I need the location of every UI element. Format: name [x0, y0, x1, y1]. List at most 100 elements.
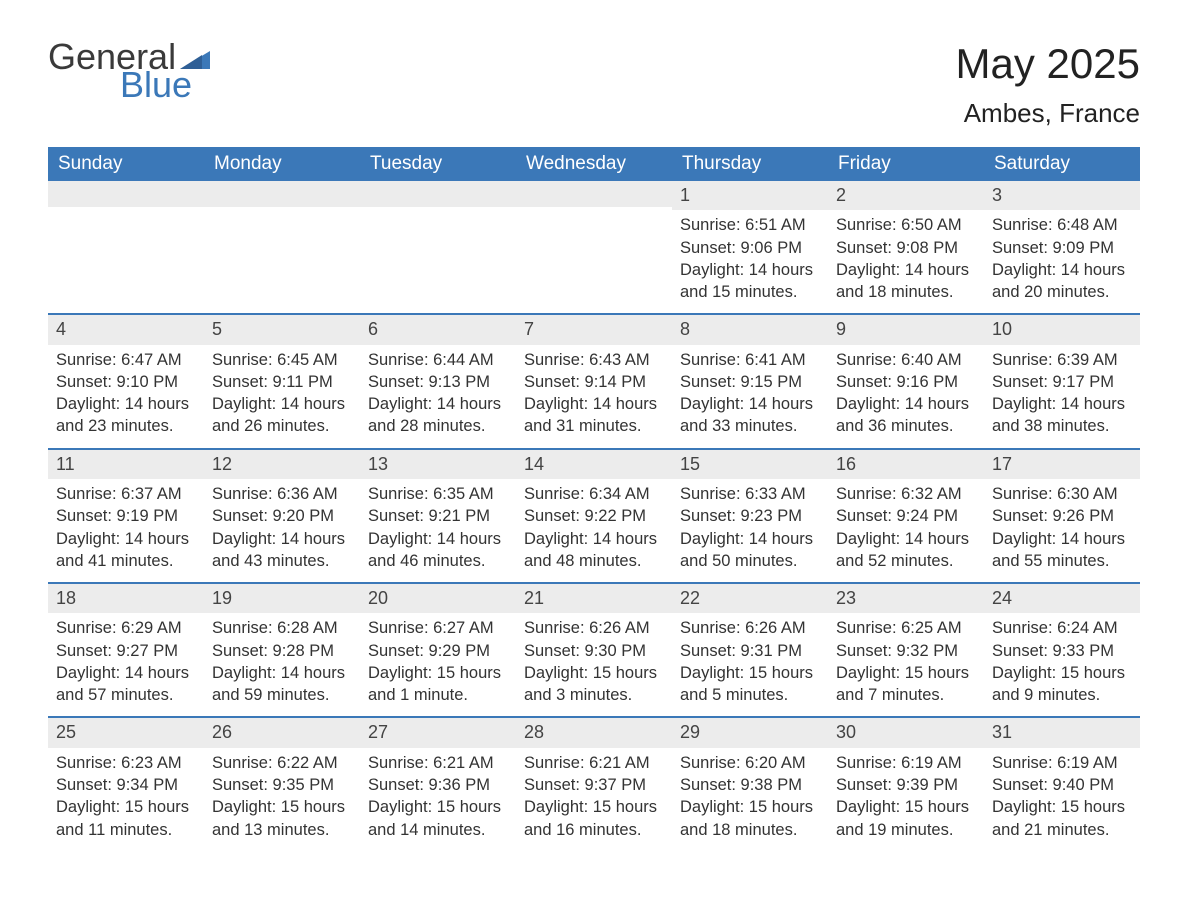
day-cell: 15Sunrise: 6:33 AMSunset: 9:23 PMDayligh… — [672, 450, 828, 582]
sunset-text: Sunset: 9:32 PM — [836, 640, 976, 662]
day-number: 4 — [48, 315, 204, 344]
sunrise-text: Sunrise: 6:19 AM — [836, 752, 976, 774]
weekday-header: Tuesday — [360, 147, 516, 181]
day-cell: 24Sunrise: 6:24 AMSunset: 9:33 PMDayligh… — [984, 584, 1140, 716]
sunrise-text: Sunrise: 6:21 AM — [368, 752, 508, 774]
day-body: Sunrise: 6:48 AMSunset: 9:09 PMDaylight:… — [984, 210, 1140, 313]
day-body: Sunrise: 6:20 AMSunset: 9:38 PMDaylight:… — [672, 748, 828, 851]
sunset-text: Sunset: 9:34 PM — [56, 774, 196, 796]
page-header: General Blue May 2025 Ambes, France — [48, 40, 1140, 129]
day-cell: 17Sunrise: 6:30 AMSunset: 9:26 PMDayligh… — [984, 450, 1140, 582]
day-cell: 2Sunrise: 6:50 AMSunset: 9:08 PMDaylight… — [828, 181, 984, 313]
day-cell — [516, 181, 672, 313]
daylight-text: Daylight: 15 hours and 13 minutes. — [212, 796, 352, 841]
sunset-text: Sunset: 9:09 PM — [992, 237, 1132, 259]
day-number: 11 — [48, 450, 204, 479]
day-cell: 12Sunrise: 6:36 AMSunset: 9:20 PMDayligh… — [204, 450, 360, 582]
day-cell: 31Sunrise: 6:19 AMSunset: 9:40 PMDayligh… — [984, 718, 1140, 850]
day-body: Sunrise: 6:50 AMSunset: 9:08 PMDaylight:… — [828, 210, 984, 313]
day-cell: 20Sunrise: 6:27 AMSunset: 9:29 PMDayligh… — [360, 584, 516, 716]
day-body: Sunrise: 6:23 AMSunset: 9:34 PMDaylight:… — [48, 748, 204, 851]
day-body: Sunrise: 6:51 AMSunset: 9:06 PMDaylight:… — [672, 210, 828, 313]
sunrise-text: Sunrise: 6:28 AM — [212, 617, 352, 639]
day-number: 9 — [828, 315, 984, 344]
day-body: Sunrise: 6:44 AMSunset: 9:13 PMDaylight:… — [360, 345, 516, 448]
daylight-text: Daylight: 14 hours and 55 minutes. — [992, 528, 1132, 573]
daylight-text: Daylight: 14 hours and 20 minutes. — [992, 259, 1132, 304]
sunrise-text: Sunrise: 6:26 AM — [680, 617, 820, 639]
day-body: Sunrise: 6:21 AMSunset: 9:37 PMDaylight:… — [516, 748, 672, 851]
day-body: Sunrise: 6:35 AMSunset: 9:21 PMDaylight:… — [360, 479, 516, 582]
sunset-text: Sunset: 9:14 PM — [524, 371, 664, 393]
day-body: Sunrise: 6:34 AMSunset: 9:22 PMDaylight:… — [516, 479, 672, 582]
empty-day — [516, 181, 672, 207]
weekday-header: Saturday — [984, 147, 1140, 181]
sunrise-text: Sunrise: 6:51 AM — [680, 214, 820, 236]
sunset-text: Sunset: 9:27 PM — [56, 640, 196, 662]
weekday-header: Friday — [828, 147, 984, 181]
daylight-text: Daylight: 15 hours and 21 minutes. — [992, 796, 1132, 841]
day-cell: 5Sunrise: 6:45 AMSunset: 9:11 PMDaylight… — [204, 315, 360, 447]
day-cell: 26Sunrise: 6:22 AMSunset: 9:35 PMDayligh… — [204, 718, 360, 850]
day-number: 26 — [204, 718, 360, 747]
day-cell: 1Sunrise: 6:51 AMSunset: 9:06 PMDaylight… — [672, 181, 828, 313]
daylight-text: Daylight: 14 hours and 41 minutes. — [56, 528, 196, 573]
sunset-text: Sunset: 9:21 PM — [368, 505, 508, 527]
sunrise-text: Sunrise: 6:36 AM — [212, 483, 352, 505]
sunrise-text: Sunrise: 6:27 AM — [368, 617, 508, 639]
sunrise-text: Sunrise: 6:37 AM — [56, 483, 196, 505]
day-cell: 19Sunrise: 6:28 AMSunset: 9:28 PMDayligh… — [204, 584, 360, 716]
day-body: Sunrise: 6:21 AMSunset: 9:36 PMDaylight:… — [360, 748, 516, 851]
empty-day — [204, 181, 360, 207]
day-cell: 10Sunrise: 6:39 AMSunset: 9:17 PMDayligh… — [984, 315, 1140, 447]
week-row: 18Sunrise: 6:29 AMSunset: 9:27 PMDayligh… — [48, 582, 1140, 716]
day-number: 8 — [672, 315, 828, 344]
daylight-text: Daylight: 15 hours and 11 minutes. — [56, 796, 196, 841]
sunrise-text: Sunrise: 6:19 AM — [992, 752, 1132, 774]
day-cell: 30Sunrise: 6:19 AMSunset: 9:39 PMDayligh… — [828, 718, 984, 850]
sunset-text: Sunset: 9:31 PM — [680, 640, 820, 662]
sunset-text: Sunset: 9:22 PM — [524, 505, 664, 527]
day-cell: 14Sunrise: 6:34 AMSunset: 9:22 PMDayligh… — [516, 450, 672, 582]
sunset-text: Sunset: 9:39 PM — [836, 774, 976, 796]
sunrise-text: Sunrise: 6:50 AM — [836, 214, 976, 236]
day-number: 7 — [516, 315, 672, 344]
daylight-text: Daylight: 14 hours and 33 minutes. — [680, 393, 820, 438]
day-number: 28 — [516, 718, 672, 747]
sunset-text: Sunset: 9:38 PM — [680, 774, 820, 796]
day-cell — [204, 181, 360, 313]
day-body: Sunrise: 6:43 AMSunset: 9:14 PMDaylight:… — [516, 345, 672, 448]
day-body: Sunrise: 6:47 AMSunset: 9:10 PMDaylight:… — [48, 345, 204, 448]
sunrise-text: Sunrise: 6:41 AM — [680, 349, 820, 371]
day-body: Sunrise: 6:29 AMSunset: 9:27 PMDaylight:… — [48, 613, 204, 716]
day-cell: 7Sunrise: 6:43 AMSunset: 9:14 PMDaylight… — [516, 315, 672, 447]
sunrise-text: Sunrise: 6:30 AM — [992, 483, 1132, 505]
day-body: Sunrise: 6:24 AMSunset: 9:33 PMDaylight:… — [984, 613, 1140, 716]
daylight-text: Daylight: 15 hours and 16 minutes. — [524, 796, 664, 841]
calendar: SundayMondayTuesdayWednesdayThursdayFrid… — [48, 147, 1140, 851]
day-cell: 16Sunrise: 6:32 AMSunset: 9:24 PMDayligh… — [828, 450, 984, 582]
day-cell: 23Sunrise: 6:25 AMSunset: 9:32 PMDayligh… — [828, 584, 984, 716]
sunrise-text: Sunrise: 6:40 AM — [836, 349, 976, 371]
daylight-text: Daylight: 14 hours and 43 minutes. — [212, 528, 352, 573]
day-body: Sunrise: 6:37 AMSunset: 9:19 PMDaylight:… — [48, 479, 204, 582]
day-body: Sunrise: 6:41 AMSunset: 9:15 PMDaylight:… — [672, 345, 828, 448]
day-body: Sunrise: 6:36 AMSunset: 9:20 PMDaylight:… — [204, 479, 360, 582]
day-number: 22 — [672, 584, 828, 613]
daylight-text: Daylight: 14 hours and 26 minutes. — [212, 393, 352, 438]
day-number: 19 — [204, 584, 360, 613]
daylight-text: Daylight: 14 hours and 15 minutes. — [680, 259, 820, 304]
sunset-text: Sunset: 9:20 PM — [212, 505, 352, 527]
day-cell: 9Sunrise: 6:40 AMSunset: 9:16 PMDaylight… — [828, 315, 984, 447]
sunrise-text: Sunrise: 6:45 AM — [212, 349, 352, 371]
sunset-text: Sunset: 9:06 PM — [680, 237, 820, 259]
weekday-header: Wednesday — [516, 147, 672, 181]
sunrise-text: Sunrise: 6:22 AM — [212, 752, 352, 774]
sunrise-text: Sunrise: 6:35 AM — [368, 483, 508, 505]
day-number: 5 — [204, 315, 360, 344]
title-block: May 2025 Ambes, France — [956, 40, 1140, 129]
sunrise-text: Sunrise: 6:21 AM — [524, 752, 664, 774]
daylight-text: Daylight: 14 hours and 57 minutes. — [56, 662, 196, 707]
day-number: 2 — [828, 181, 984, 210]
day-cell: 11Sunrise: 6:37 AMSunset: 9:19 PMDayligh… — [48, 450, 204, 582]
